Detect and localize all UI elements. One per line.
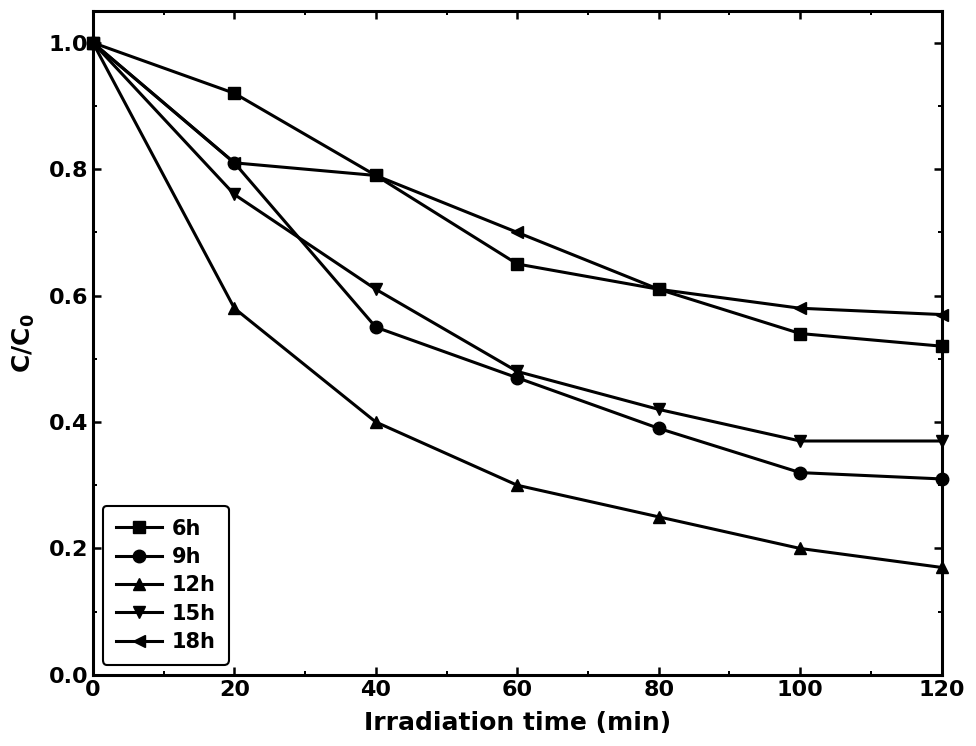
15h (228, 190, 240, 199)
6h (511, 260, 523, 269)
6h (936, 342, 948, 351)
12h (653, 513, 665, 521)
12h (370, 418, 382, 427)
6h (370, 171, 382, 180)
15h (87, 38, 99, 47)
Y-axis label: C/C$_0$: C/C$_0$ (11, 313, 37, 373)
9h (653, 424, 665, 433)
15h (936, 436, 948, 445)
Line: 12h: 12h (87, 37, 948, 574)
6h (87, 38, 99, 47)
Line: 18h: 18h (87, 37, 948, 321)
18h (511, 228, 523, 237)
15h (794, 436, 806, 445)
6h (794, 329, 806, 338)
18h (87, 38, 99, 47)
12h (228, 304, 240, 313)
12h (936, 563, 948, 572)
18h (370, 171, 382, 180)
Line: 15h: 15h (87, 37, 948, 448)
18h (936, 310, 948, 319)
6h (653, 285, 665, 294)
9h (511, 373, 523, 382)
X-axis label: Irradiation time (min): Irradiation time (min) (364, 711, 671, 735)
15h (370, 285, 382, 294)
12h (87, 38, 99, 47)
Line: 6h: 6h (87, 37, 948, 352)
18h (653, 285, 665, 294)
15h (511, 367, 523, 376)
9h (87, 38, 99, 47)
6h (228, 89, 240, 98)
18h (228, 158, 240, 167)
Legend: 6h, 9h, 12h, 15h, 18h: 6h, 9h, 12h, 15h, 18h (103, 507, 228, 665)
9h (228, 158, 240, 167)
9h (936, 474, 948, 483)
12h (794, 544, 806, 553)
9h (794, 468, 806, 477)
12h (511, 480, 523, 489)
9h (370, 323, 382, 332)
18h (794, 304, 806, 313)
15h (653, 405, 665, 414)
Line: 9h: 9h (87, 37, 948, 485)
